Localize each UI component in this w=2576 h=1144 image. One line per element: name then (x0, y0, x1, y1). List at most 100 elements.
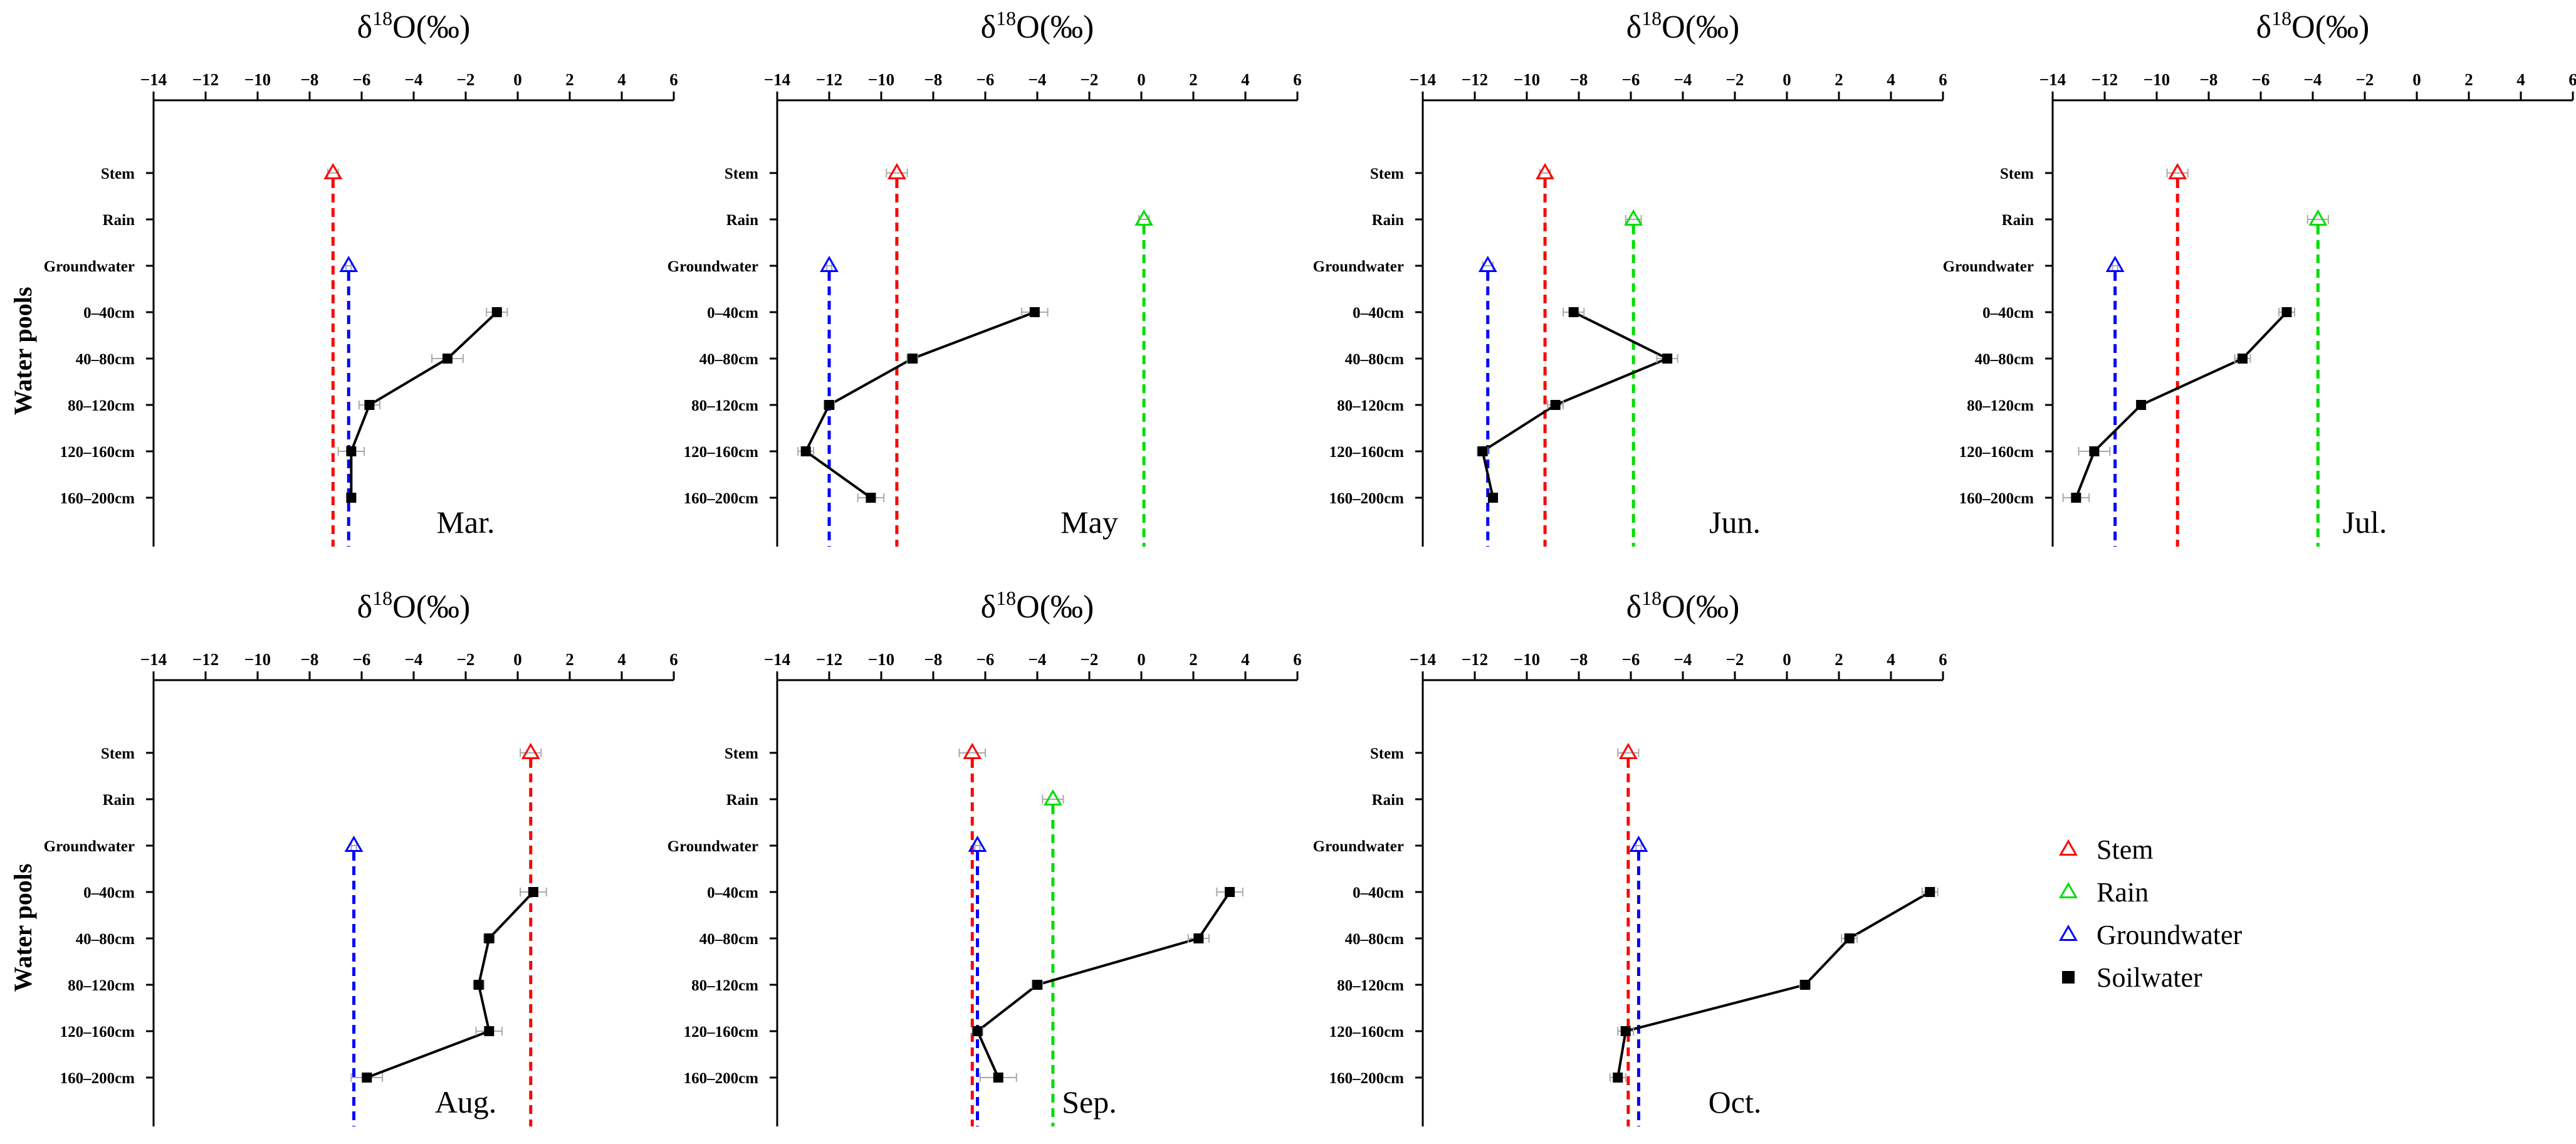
y-category-label: 0–40cm (1982, 305, 2034, 322)
soilwater-point (2281, 307, 2292, 317)
month-label: Aug. (435, 1084, 497, 1120)
title-superscript: 18 (1641, 7, 1662, 29)
y-category-label: 120–160cm (684, 444, 759, 461)
groundwater-errorbar (2112, 261, 2118, 270)
groundwater-marker (968, 835, 987, 852)
x-tick-label: 2 (1189, 650, 1198, 669)
x-tick-label: −12 (1462, 70, 1488, 89)
y-category-label: Stem (1370, 165, 1404, 182)
title-rest: O(‰) (2291, 9, 2369, 45)
title-delta: δ (981, 9, 997, 45)
stem-marker (521, 742, 540, 759)
soilwater-point (1800, 980, 1811, 990)
x-tick-label: −10 (244, 70, 271, 89)
legend-rain-icon (2059, 881, 2078, 898)
soilwater-point (993, 1073, 1003, 1083)
x-tick-label: −10 (2144, 70, 2170, 89)
y-category-label: 0–40cm (1353, 884, 1404, 901)
soilwater-point (866, 493, 876, 503)
y-category-label: Stem (101, 745, 135, 762)
y-category-label: 40–80cm (699, 931, 759, 948)
soilwater-point (1620, 1026, 1631, 1036)
panels: δ18O(‰)−14 −12 −10 −8 −6 −4 −2 0 2 4 6StemRainGrou… (44, 7, 2576, 1126)
x-tick-label: −8 (301, 70, 319, 89)
y-category-label: 80–120cm (691, 397, 758, 414)
x-tick-label: −4 (1029, 650, 1047, 669)
title-rest: O(‰) (1016, 9, 1094, 45)
groundwater-marker (1478, 255, 1497, 272)
x-tick-label: 6 (1939, 70, 1947, 89)
x-tick-label: 6 (1293, 650, 1302, 669)
x-tick-label: −2 (457, 70, 475, 89)
panel-title: δ18O(‰) (2256, 7, 2370, 45)
panel-jun: δ18O(‰) −14 −12 −10 −8 −6 −4 −2 0 2 4 6 Stem Rain Grou… (1313, 7, 1947, 547)
x-tick-label: −14 (140, 650, 167, 669)
x-tick-label: 6 (669, 70, 678, 89)
month-label: May (1060, 505, 1118, 540)
y-category-label: Groundwater (1943, 258, 2034, 275)
stem-errorbar (1617, 748, 1640, 757)
x-tick-label: 4 (617, 650, 626, 669)
groundwater-errorbar (1635, 841, 1642, 850)
groundwater-errorbar (345, 261, 352, 270)
x-tick-label: −14 (764, 650, 790, 669)
y-category-label: Stem (725, 745, 758, 762)
y-category-label: 0–40cm (1353, 305, 1404, 322)
title-rest: O(‰) (1662, 9, 1739, 45)
panel-title: δ18O(‰) (1626, 7, 1740, 45)
y-category-label: 120–160cm (684, 1024, 759, 1041)
title-superscript: 18 (996, 7, 1016, 29)
y-category-label: 40–80cm (699, 351, 759, 368)
month-label: Sep. (1062, 1084, 1117, 1120)
x-tick-label: −12 (192, 650, 219, 669)
panel-jul: δ18O(‰) −14 −12 −10 −8 −6 −4 −2 0 2 4 6 Stem Rain Grou… (1943, 7, 2576, 547)
groundwater-marker (344, 835, 364, 852)
groundwater-marker (339, 255, 359, 272)
x-tick-label: −2 (1726, 650, 1744, 669)
panel-aug: δ18O(‰) −14 −12 −10 −8 −6 −4 −2 0 2 4 6 Stem Rain Grou… (44, 587, 678, 1126)
y-category-label: Groundwater (44, 838, 135, 855)
legend-groundwater-icon (2059, 924, 2078, 941)
panel-oct: δ18O(‰) −14 −12 −10 −8 −6 −4 −2 0 2 4 6 Stem Rain Grou… (1313, 587, 1947, 1126)
soilwater-line (804, 311, 1035, 499)
groundwater-marker (2105, 255, 2125, 272)
y-category-label: Stem (2000, 165, 2034, 182)
y-category-label: 120–160cm (1329, 1024, 1405, 1041)
y-category-label: 160–200cm (684, 1070, 759, 1087)
x-tick-label: −8 (1570, 650, 1588, 669)
x-tick-label: 6 (1939, 650, 1947, 669)
y-axis-label: Water pools (9, 287, 37, 416)
soilwater-point (1029, 307, 1040, 317)
y-category-label: 80–120cm (1967, 397, 2034, 414)
month-label: Oct. (1709, 1084, 1762, 1120)
x-tick-label: 0 (513, 70, 522, 89)
x-tick-label: 2 (2464, 70, 2473, 89)
x-tick-label: −2 (1081, 70, 1099, 89)
x-tick-label: −12 (192, 70, 219, 89)
panel-title: δ18O(‰) (357, 7, 471, 45)
soilwater-point (1568, 307, 1579, 317)
groundwater-errorbar (974, 841, 981, 850)
x-tick-label: −10 (868, 650, 894, 669)
title-superscript: 18 (372, 7, 392, 29)
x-tick-label: 4 (1887, 650, 1895, 669)
title-superscript: 18 (372, 587, 392, 609)
soilwater-point (1225, 887, 1235, 897)
legend-item-soil: Soilwater (2062, 962, 2202, 993)
y-axis-label: Water pools (9, 864, 37, 992)
x-tick-label: −8 (1570, 70, 1588, 89)
y-category-label: 80–120cm (68, 977, 135, 994)
soilwater-point (473, 980, 484, 990)
legend-stem-icon (2059, 839, 2078, 856)
rain-marker (2308, 209, 2328, 226)
month-label: Jun. (1709, 505, 1761, 540)
x-tick-label: −2 (2356, 70, 2374, 89)
x-tick-label: −14 (764, 70, 790, 89)
soilwater-point (362, 1073, 372, 1083)
legend-soil-icon (2062, 971, 2075, 984)
groundwater-marker (1629, 835, 1648, 852)
soilwater-point (1488, 493, 1499, 503)
y-category-label: 120–160cm (1329, 444, 1405, 461)
stem-marker (963, 742, 982, 759)
y-category-label: 40–80cm (1345, 931, 1405, 948)
